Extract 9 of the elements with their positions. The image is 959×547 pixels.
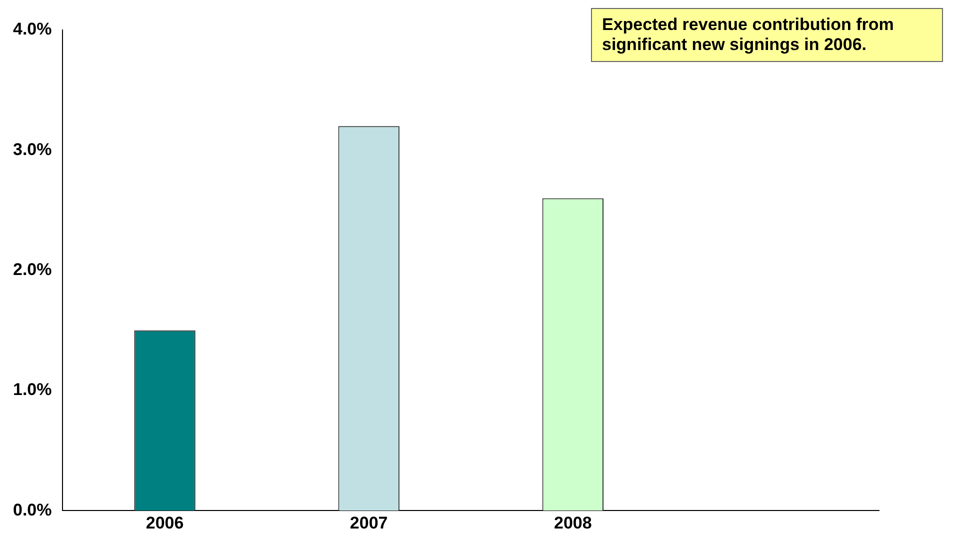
x-tick-label: 2008 [554,513,592,532]
note-box: Expected revenue contribution from significant new signings in 2006. [591,8,943,62]
y-tick-label: 3.0% [13,140,52,159]
y-tick-label: 2.0% [13,260,52,279]
x-tick-label: 2006 [146,513,184,532]
y-tick-label: 4.0% [13,20,52,39]
y-tick-label: 0.0% [13,500,52,520]
x-tick-label: 2007 [350,513,388,532]
y-tick-label: 1.0% [13,380,52,400]
